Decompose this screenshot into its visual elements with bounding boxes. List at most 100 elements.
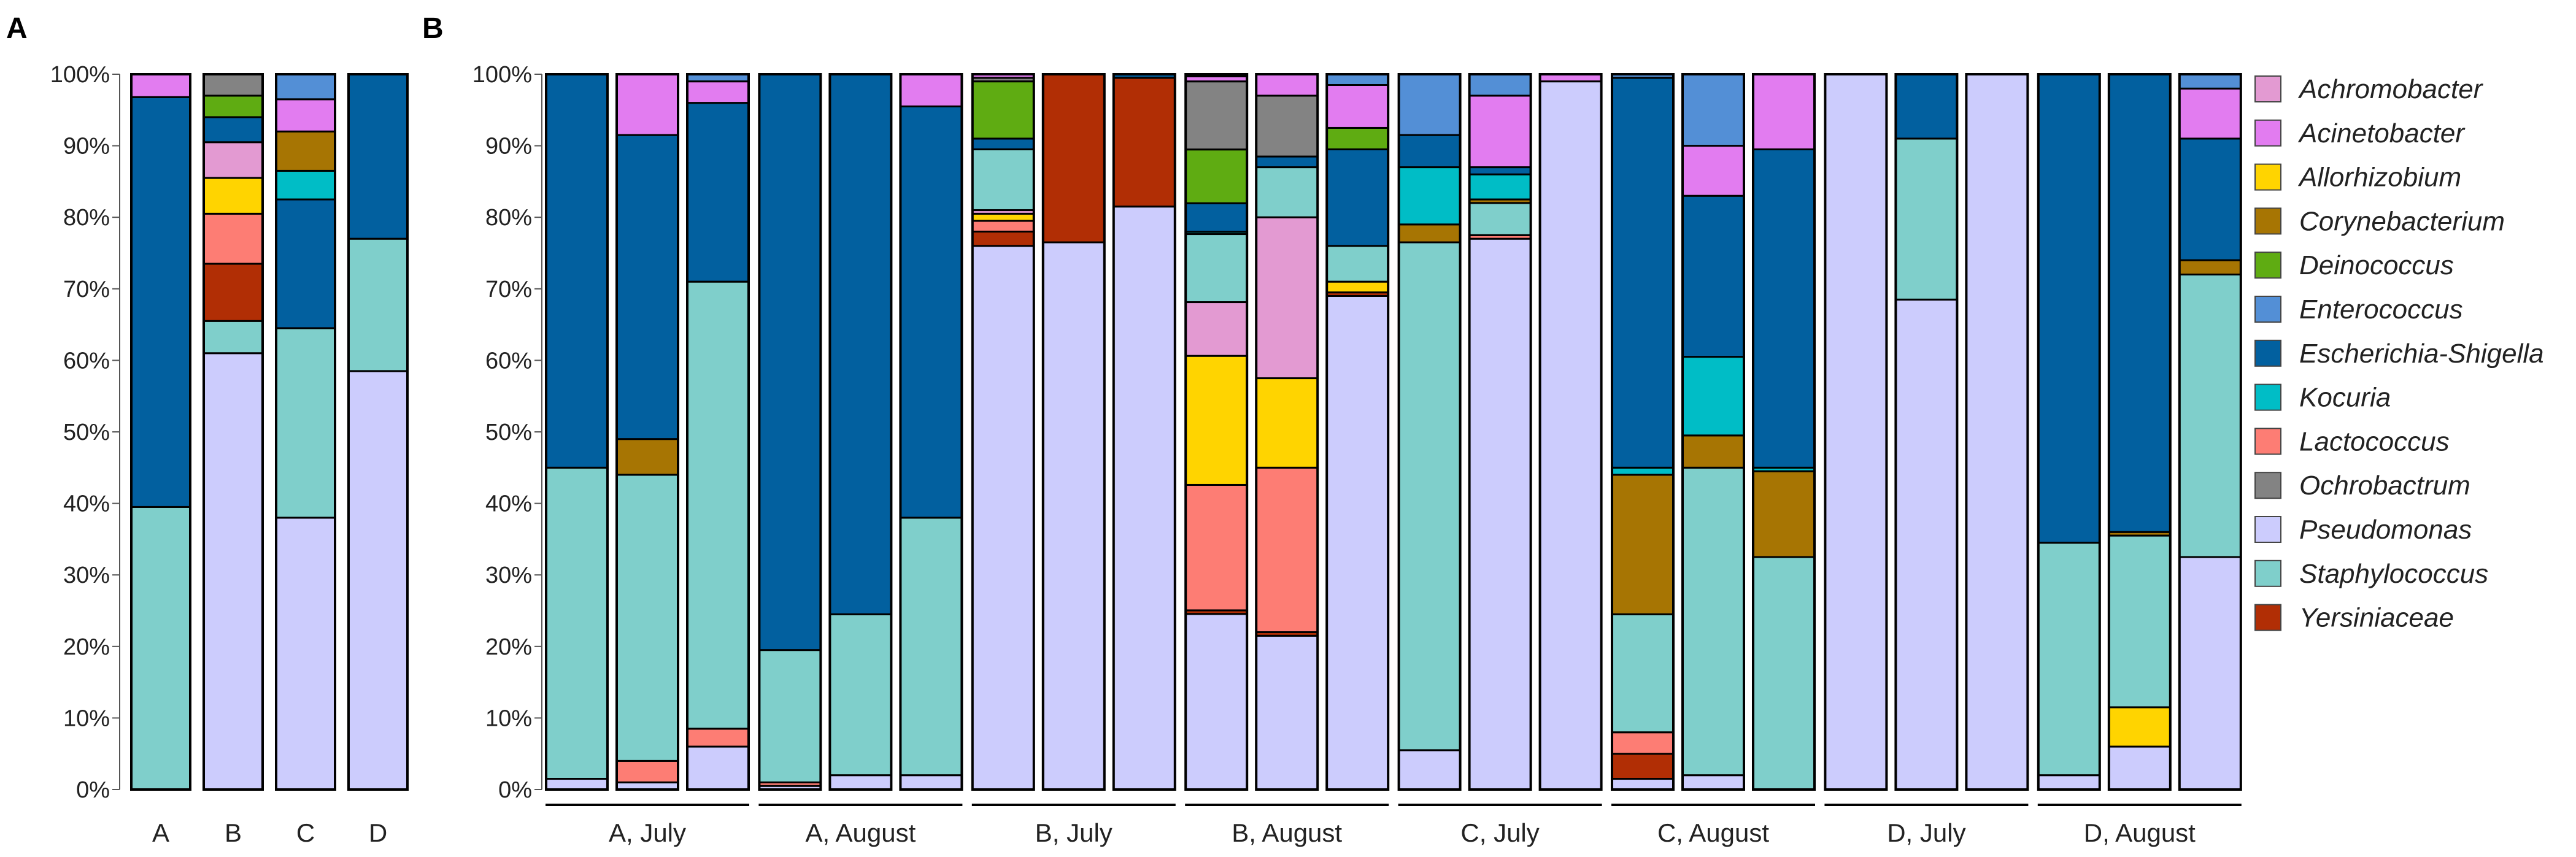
legend-label-deinococcus: Deinococcus (2299, 250, 2454, 280)
panel-b-group-label: B, August (1232, 818, 1342, 847)
panel-b-bar-b-july-1-segment-deinococcus (971, 80, 1035, 140)
panel-b-bar-b-august-2-segment-staphylococcus (1255, 166, 1319, 218)
panel-a-bar-b-segment-allorhizobium (202, 177, 264, 215)
panel-b-bar-a-august-2-segment-pseudomonas (828, 774, 892, 791)
panel-b-letter: B (422, 12, 444, 45)
panel-b-bar-d-july-1-outline (1824, 73, 1888, 791)
panel-b-y-tick-label: 10% (485, 705, 532, 731)
panel-b-bar-b-july-1-segment-staphylococcus (971, 148, 1035, 212)
panel-b-bar-c-july-1-outline (1397, 73, 1462, 791)
panel-b-bar-c-july-3-segment-pseudomonas (1539, 80, 1603, 791)
panel-b-bar-a-august-3-segment-acinetobacter (899, 73, 963, 107)
panel-b-bar-c-july-1-segment-enterococcus (1398, 73, 1462, 136)
panel-b-bar-d-august-2-segment-pseudomonas (2108, 745, 2172, 791)
panel-a-x-label: D (369, 818, 387, 847)
panel-a-bar-b-segment-staphylococcus (202, 320, 264, 355)
panel-a-bar-a-outline (130, 73, 191, 791)
legend-label-lactococcus: Lactococcus (2299, 426, 2450, 456)
panel-b-bar-a-july-3-outline (686, 73, 750, 791)
panel-b-bar-d-august-1-segment-pseudomonas (2037, 774, 2101, 791)
panel-b-bar-a-august-3-segment-escherichia-shigella (899, 105, 963, 519)
legend-swatch-escherichia-shigella (2254, 339, 2281, 367)
legend-label-pseudomonas: Pseudomonas (2299, 515, 2472, 545)
panel-b-bar-a-july-1-segment-escherichia-shigella (545, 73, 609, 469)
panel-b-bar-c-july-1-segment-corynebacterium (1398, 223, 1462, 244)
panel-b-bar-c-july-2-segment-escherichia-shigella (1468, 166, 1532, 175)
panel-b-bar-a-july-2-segment-lactococcus (615, 759, 679, 783)
panel-b-bar-d-august-3-segment-pseudomonas (2178, 556, 2242, 791)
panel-b-bar-d-august-2-outline (2107, 73, 2172, 791)
panel-a-bar-a-segment-acinetobacter (130, 73, 191, 98)
panel-b-bar-b-august-2-segment-allorhizobium (1255, 377, 1319, 469)
legend-label-enterococcus: Enterococcus (2299, 294, 2463, 325)
panel-b-y-tick-label: 30% (485, 563, 532, 588)
legend-swatch-acinetobacter (2254, 119, 2281, 147)
panel-b-bar-a-july-2-outline (615, 73, 679, 791)
panel-b-bar-b-august-2-segment-lactococcus (1255, 466, 1319, 633)
panel-a-bar-d-segment-pseudomonas (347, 370, 409, 791)
panel-b-bar-c-july-2-segment-enterococcus (1468, 73, 1532, 97)
panel-b-bar-d-july-2-segment-escherichia-shigella (1894, 73, 1958, 140)
legend-swatch-yersiniaceae (2254, 604, 2281, 631)
legend-swatch-allorhizobium (2254, 163, 2281, 191)
panel-b-bar-c-august-1-outline (1611, 73, 1675, 791)
panel-b-bar-d-august-3-segment-enterococcus (2178, 73, 2242, 90)
panel-a-y-tick-label: 0% (76, 777, 110, 803)
legend-label-kocuria: Kocuria (2299, 383, 2391, 413)
panel-b-bar-c-july-2-outline (1468, 73, 1532, 791)
panel-b-bar-b-august-3-segment-deinococcus (1325, 126, 1389, 150)
panel-b-bar-a-july-2-segment-acinetobacter (615, 73, 679, 136)
panel-b-bar-d-august-2-segment-staphylococcus (2108, 534, 2172, 709)
panel-b-group-label: A, August (806, 818, 916, 847)
panel-b-bar-d-august-3-segment-escherichia-shigella (2178, 137, 2242, 261)
legend-label-yersiniaceae: Yersiniaceae (2299, 603, 2454, 633)
panel-b-group-label: C, August (1657, 818, 1769, 847)
panel-b-group-label: B, July (1035, 818, 1113, 847)
panel-b-bar-c-july-1-segment-escherichia-shigella (1398, 134, 1462, 169)
panel-b-y-tick-label: 50% (485, 420, 532, 445)
panel-b-bar-a-august-3-segment-pseudomonas (899, 774, 963, 791)
panel-b-bar-d-july-2-segment-pseudomonas (1894, 298, 1958, 791)
panel-b-bar-c-july-3-outline (1538, 73, 1603, 791)
legend-label-ochrobactrum: Ochrobactrum (2299, 471, 2470, 501)
panel-b-bar-d-july-3-segment-pseudomonas (1965, 73, 2029, 791)
panel-b-y-tick-label: 70% (485, 277, 532, 302)
panel-b-bar-c-august-1-segment-yersiniaceae (1611, 753, 1675, 780)
panel-b-group-label: C, July (1460, 818, 1539, 847)
legend-swatch-lactococcus (2254, 428, 2281, 455)
panel-b-bar-d-july-3-outline (1965, 73, 2029, 791)
panel-b-bar-d-august-3-outline (2178, 73, 2242, 791)
panel-b-bar-c-august-2-segment-kocuria (1681, 356, 1745, 437)
panel-b-bar-b-august-1-segment-achromobacter (1184, 301, 1248, 357)
panel-b-bar-c-august-2-segment-enterococcus (1681, 73, 1745, 147)
panel-b-bar-c-august-2-segment-staphylococcus (1681, 466, 1745, 777)
panel-b-bar-d-august-2-segment-escherichia-shigella (2108, 73, 2172, 533)
panel-b-bar-a-july-3-segment-escherichia-shigella (686, 102, 750, 283)
panel-b-bar-b-august-3-segment-staphylococcus (1325, 245, 1389, 283)
panel-b-bar-d-august-1-outline (2037, 73, 2101, 791)
legend: Achromobacter Acinetobacter Allorhizobium C… (2254, 74, 2544, 633)
panel-b-bar-b-august-1-segment-lactococcus (1184, 483, 1248, 612)
panel-a-y-tick-label: 20% (63, 634, 110, 660)
legend-swatch-deinococcus (2254, 252, 2281, 279)
panel-a-y-tick-label: 90% (63, 134, 110, 159)
panel-b-bar-c-july-1-segment-staphylococcus (1398, 241, 1462, 751)
panel-b-bar-b-july-1-outline (971, 73, 1035, 791)
panel-b-bar-d-august-1-segment-escherichia-shigella (2037, 73, 2101, 544)
panel-b-bar-c-july-2-segment-kocuria (1468, 173, 1532, 201)
panel-b-bar-a-august-1-outline (758, 73, 822, 791)
legend-swatch-pseudomonas (2254, 516, 2281, 543)
panel-a-bar-d-segment-staphylococcus (347, 237, 409, 372)
legend-label-achromobacter: Achromobacter (2297, 74, 2484, 104)
legend-label-allorhizobium: Allorhizobium (2297, 163, 2461, 193)
panel-a-bar-c-segment-kocuria (275, 169, 336, 201)
panel-b-bar-b-august-3-segment-pseudomonas (1325, 294, 1389, 791)
panel-b-bar-b-august-2-segment-ochrobactrum (1255, 94, 1319, 158)
legend-label-escherichia-shigella: Escherichia-Shigella (2299, 339, 2544, 369)
panel-b-bar-a-july-3-segment-acinetobacter (686, 80, 750, 104)
panel-b-y-tick-label: 90% (485, 134, 532, 159)
panel-a-letter: A (6, 12, 28, 45)
panel-b-bar-c-july-1-segment-pseudomonas (1398, 749, 1462, 791)
panel-b-bar-b-august-3-segment-allorhizobium (1325, 280, 1389, 294)
panel-a-bar-a-segment-escherichia-shigella (130, 96, 191, 508)
